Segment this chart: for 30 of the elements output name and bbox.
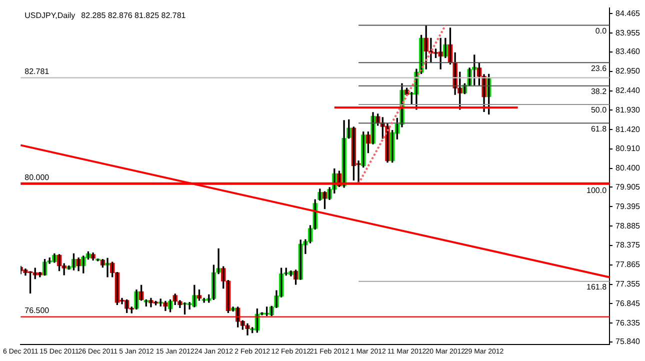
y-tick-label: 82.440 bbox=[616, 86, 641, 95]
y-tick-label: 82.950 bbox=[616, 66, 641, 76]
y-tick-label: 80.400 bbox=[616, 164, 641, 173]
y-tick-label: 78.375 bbox=[616, 240, 641, 250]
y-tick-label: 84.465 bbox=[616, 8, 641, 18]
chart-title: USDJPY,Daily bbox=[24, 11, 76, 20]
series-label: 38.2 bbox=[590, 87, 608, 96]
ref-line-label: 82.781 bbox=[24, 66, 50, 76]
y-tick-label: 81.420 bbox=[616, 124, 641, 134]
annotation: 100.0 bbox=[586, 186, 608, 195]
y-tick-label: 79.905 bbox=[616, 182, 641, 192]
series-label: 161.8 bbox=[586, 282, 608, 292]
ref-line-label: 80.000 bbox=[24, 172, 50, 182]
y-tick-label: 83.955 bbox=[616, 28, 641, 38]
y-tick-label: 79.395 bbox=[616, 202, 641, 211]
y-tick-label: 76.845 bbox=[616, 298, 641, 308]
y-tick-label: 80.910 bbox=[616, 144, 641, 154]
series-label: 50.0 bbox=[590, 106, 608, 115]
y-tick-label: 77.865 bbox=[616, 260, 641, 270]
y-tick-label: 81.930 bbox=[616, 105, 641, 114]
series-label: 0.0 bbox=[595, 26, 608, 36]
chart-subtitle: 82.285 82.876 81.825 82.781 bbox=[81, 11, 186, 20]
y-tick-label: 77.355 bbox=[616, 279, 641, 288]
series-label: 61.8 bbox=[590, 124, 608, 134]
y-tick-label: 83.460 bbox=[616, 47, 641, 56]
series-label: 23.6 bbox=[590, 64, 608, 73]
y-tick-label: 78.885 bbox=[616, 221, 641, 230]
y-tick-label: 75.840 bbox=[616, 337, 641, 346]
ref-line-label: 76.500 bbox=[24, 306, 50, 316]
y-tick-label: 76.335 bbox=[616, 318, 641, 328]
